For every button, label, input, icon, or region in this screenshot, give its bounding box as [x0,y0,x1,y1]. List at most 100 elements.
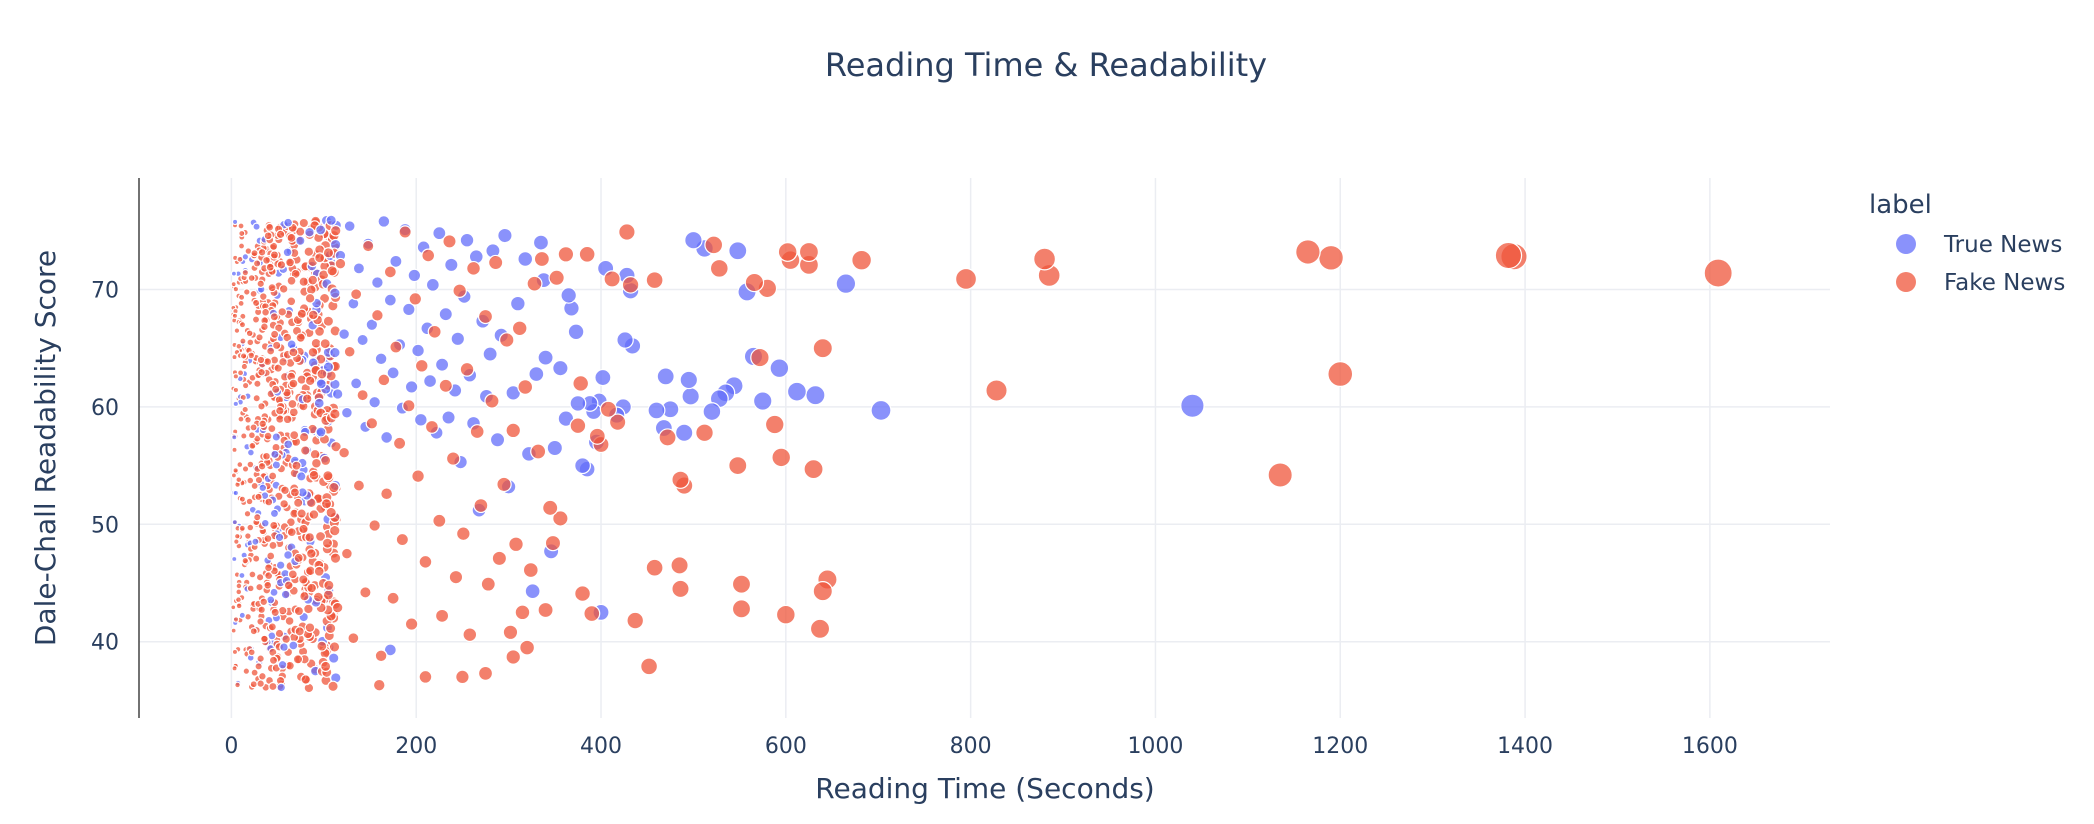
data-point[interactable] [704,235,724,255]
data-point[interactable] [241,405,249,414]
data-point[interactable] [413,412,428,427]
data-point[interactable] [374,649,388,663]
data-point[interactable] [251,315,261,324]
data-point[interactable] [232,616,240,623]
data-point[interactable] [511,320,528,337]
data-point[interactable] [269,250,280,260]
data-point[interactable] [608,413,627,431]
data-point[interactable] [245,497,254,506]
data-point[interactable] [232,400,240,408]
data-point[interactable] [307,346,319,358]
data-point[interactable] [764,414,785,435]
data-point[interactable] [812,338,833,359]
data-point[interactable] [702,402,722,422]
data-point[interactable] [248,441,257,450]
data-point[interactable] [359,586,372,599]
data-point[interactable] [265,262,275,272]
data-point[interactable] [238,571,246,580]
data-point[interactable] [482,346,498,362]
data-point[interactable] [407,268,422,283]
data-point[interactable] [246,460,255,469]
data-point[interactable] [1033,247,1057,271]
data-point[interactable] [258,671,267,681]
data-point[interactable] [618,223,636,241]
data-point[interactable] [674,423,694,442]
data-point[interactable] [298,523,309,535]
data-point[interactable] [392,436,407,450]
data-point[interactable] [235,582,243,590]
data-point[interactable] [1327,361,1354,388]
data-point[interactable] [326,265,338,277]
data-point[interactable] [329,552,342,564]
data-point[interactable] [484,393,500,409]
data-point[interactable] [709,258,729,278]
data-point[interactable] [300,445,311,456]
data-point[interactable] [304,292,316,304]
data-point[interactable] [671,470,690,489]
data-point[interactable] [280,589,291,600]
data-point[interactable] [249,423,258,432]
data-point[interactable] [255,582,264,592]
data-point[interactable] [548,269,565,286]
data-point[interactable] [374,352,388,366]
data-point[interactable] [258,483,268,493]
data-point[interactable] [418,554,433,569]
data-point[interactable] [769,358,790,379]
data-point[interactable] [985,379,1008,402]
data-point[interactable] [257,247,267,257]
data-point[interactable] [251,298,261,308]
data-point[interactable] [466,260,481,276]
data-point[interactable] [695,423,714,443]
data-point[interactable] [233,538,240,545]
data-point[interactable] [252,259,262,268]
data-point[interactable] [851,249,873,271]
data-point[interactable] [249,627,258,636]
data-point[interactable] [301,393,313,405]
data-point[interactable] [368,519,381,532]
data-point[interactable] [303,246,315,258]
data-point[interactable] [491,550,508,567]
data-point[interactable] [315,426,327,438]
data-point[interactable] [679,370,699,390]
data-point[interactable] [314,325,326,337]
data-point[interactable] [243,509,252,518]
data-point[interactable] [835,273,857,294]
data-point[interactable] [304,375,316,387]
data-point[interactable] [275,560,286,570]
data-point[interactable] [477,308,494,325]
data-point[interactable] [288,640,299,651]
data-point[interactable] [256,279,266,289]
data-point[interactable] [438,378,453,393]
data-point[interactable] [448,569,464,585]
data-point[interactable] [489,432,506,448]
data-point[interactable] [296,471,307,482]
data-point[interactable] [316,640,328,652]
data-point[interactable] [560,287,577,304]
data-point[interactable] [247,274,256,283]
data-point[interactable] [255,333,264,342]
data-point[interactable] [240,362,249,371]
data-point[interactable] [257,402,266,411]
data-point[interactable] [277,605,288,616]
data-point[interactable] [233,532,241,540]
data-point[interactable] [269,587,279,597]
data-point[interactable] [505,422,522,439]
data-point[interactable] [383,293,397,307]
data-point[interactable] [537,601,554,619]
data-point[interactable] [283,217,294,228]
data-point[interactable] [231,353,238,361]
data-point[interactable] [777,242,798,262]
data-point[interactable] [256,617,265,626]
data-point[interactable] [508,536,524,553]
data-point[interactable] [305,548,317,559]
data-point[interactable] [291,460,302,471]
data-point[interactable] [286,275,297,286]
data-point[interactable] [258,292,268,301]
data-point[interactable] [296,508,307,519]
data-point[interactable] [514,604,531,621]
data-point[interactable] [242,288,251,296]
data-point[interactable] [1295,239,1321,265]
data-point[interactable] [252,554,261,563]
data-point[interactable] [954,267,978,290]
data-point[interactable] [517,251,534,267]
